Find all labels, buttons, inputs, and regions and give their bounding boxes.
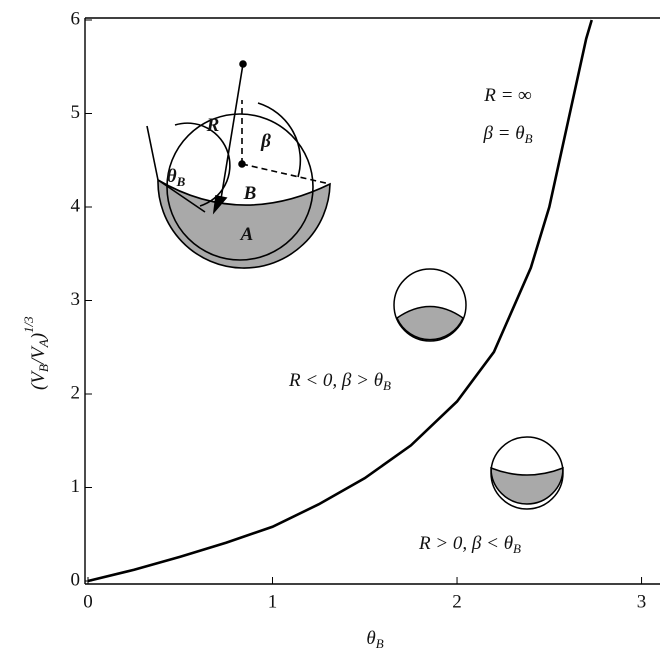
x-tick-label: 2 [452,591,462,612]
x-tick-label: 0 [83,591,93,612]
annotation: R = ∞ [483,85,531,106]
x-tick-label: 1 [268,591,278,612]
inset-label: θB [167,166,186,189]
annotation-sub: B [383,378,391,393]
annotation-sub: B [525,131,533,146]
annotation-part: R < 0, β > θ [288,370,383,391]
annotation-part: R = ∞ [483,85,531,106]
y-tick-label: 5 [71,102,81,123]
inset-label-sub: B [176,174,186,189]
y-tick-label: 0 [71,569,81,590]
y-axis-label-sub: B [36,364,51,372]
annotation: R > 0, β < θB [418,533,521,556]
line [87,19,593,583]
inset-convex [490,436,564,510]
x-axis-label-part: θ [366,628,375,649]
inset-label-part: A [240,224,254,245]
y-tick-label: 2 [71,382,81,403]
inset-label: A [240,224,254,245]
y-axis-label: (VB/VA)1/3 [21,316,51,390]
inset-label: B [243,183,257,204]
annotation-part: R > 0, β < θ [418,533,513,554]
inset-label-part: β [260,131,271,152]
x-axis-label-sub: B [376,636,384,651]
inset-main [146,60,331,269]
y-tick-label: 6 [71,8,81,29]
x-tick-label: 3 [637,591,647,612]
y-axis-label-part: (V [28,370,49,390]
y-axis-label-part: /V [28,345,49,365]
y-axis-label-sub: A [36,339,51,348]
annotation-sub: B [513,541,521,556]
inset-label: R [206,115,220,136]
inset-label-part: θ [167,166,177,187]
annotation: β = θB [482,123,532,146]
x-axis-label: θB [366,628,383,651]
annotation-part: β = θ [482,123,524,144]
y-tick-label: 3 [71,289,81,310]
y-axis-label-power: 1/3 [21,316,36,333]
inset-label-part: R [206,115,220,136]
inset-concave [393,268,467,342]
y-tick-label: 1 [71,476,81,497]
y-axis-label-part: ) [28,333,49,340]
annotation: R < 0, β > θB [288,370,391,393]
y-tick-label: 4 [71,195,81,216]
inset-label: β [260,131,271,152]
inset-label-part: B [243,183,257,204]
